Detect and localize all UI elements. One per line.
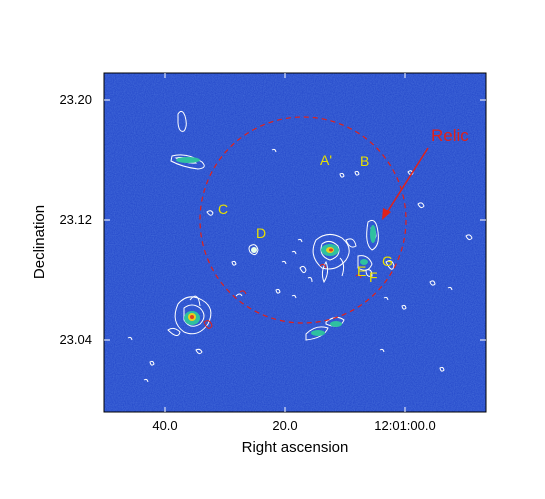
source-label-f: F bbox=[369, 269, 378, 285]
relic-region-circle bbox=[199, 116, 407, 324]
source-label-e: E bbox=[357, 263, 366, 279]
source-cores bbox=[176, 157, 376, 336]
y-axis-title: Declination bbox=[31, 205, 48, 279]
axis-ticks bbox=[104, 73, 486, 412]
y-tick-label: 23.12 bbox=[59, 212, 92, 227]
negative-contours bbox=[203, 263, 362, 329]
relic-arrow bbox=[382, 147, 429, 220]
relic-label: Relic bbox=[431, 126, 469, 145]
radio-contours bbox=[127, 110, 473, 383]
x-axis-title: Right ascension bbox=[242, 439, 349, 456]
x-tick-label: 12:01:00.0 bbox=[374, 418, 435, 433]
source-label-d: D bbox=[256, 225, 266, 241]
source-label-a: A' bbox=[320, 152, 332, 168]
map-frame bbox=[103, 72, 487, 413]
source-label-g: G bbox=[382, 253, 393, 269]
source-label-b: B bbox=[360, 153, 369, 169]
source-label-c: C bbox=[218, 201, 228, 217]
y-tick-label: 23.20 bbox=[59, 92, 92, 107]
y-tick-label: 23.04 bbox=[59, 332, 92, 347]
map-noise bbox=[104, 73, 486, 412]
x-tick-label: 20.0 bbox=[272, 418, 297, 433]
x-tick-label: 40.0 bbox=[152, 418, 177, 433]
